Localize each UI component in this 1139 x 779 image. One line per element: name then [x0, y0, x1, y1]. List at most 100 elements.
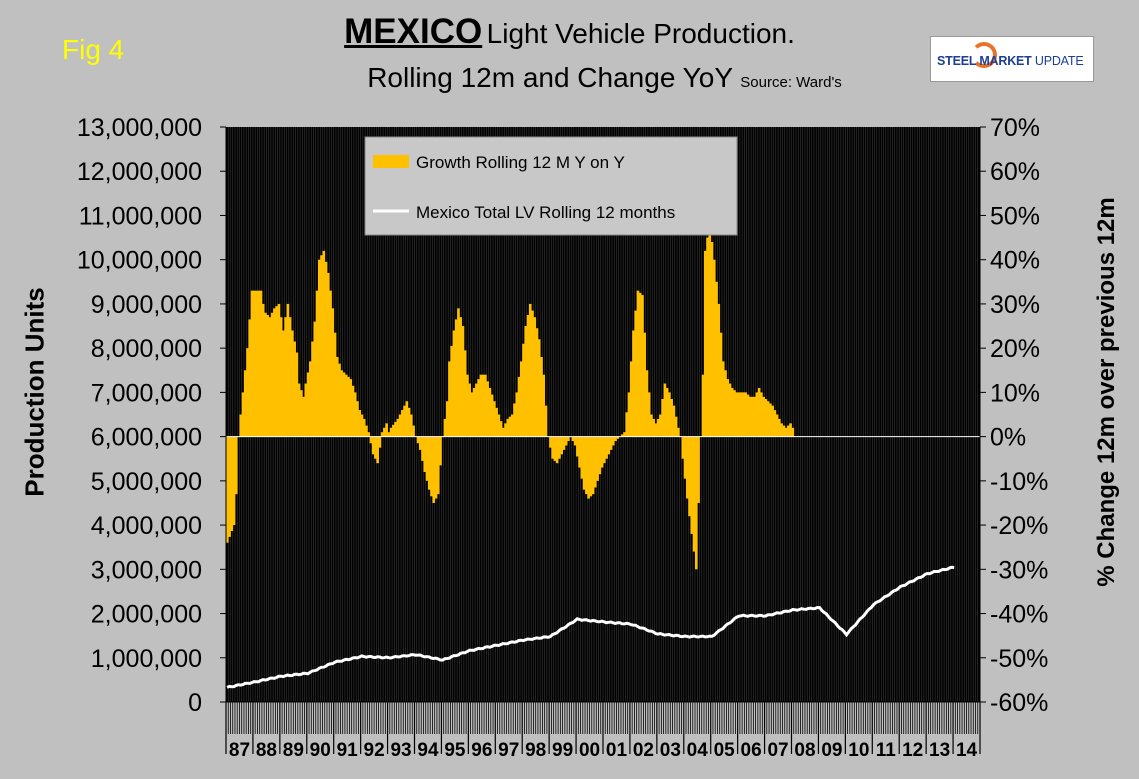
- growth-bar: [304, 383, 308, 437]
- growth-bar: [780, 423, 783, 437]
- growth-bar: [468, 383, 472, 437]
- y2-tick-label: 30%: [990, 291, 1040, 319]
- growth-bar: [760, 392, 763, 437]
- growth-bar: [226, 436, 229, 543]
- growth-bar: [510, 414, 514, 437]
- x-tick-label: 88: [256, 740, 277, 761]
- x-tick-label: 07: [767, 740, 788, 761]
- growth-bars: [226, 224, 795, 570]
- growth-bar: [757, 387, 761, 437]
- logo-ring-icon: [971, 42, 997, 68]
- growth-bar: [248, 319, 252, 437]
- growth-bar: [315, 290, 319, 437]
- growth-bar: [564, 436, 568, 446]
- growth-bar: [389, 427, 393, 437]
- growth-bar: [470, 392, 474, 437]
- growth-bar: [439, 436, 442, 466]
- growth-bar: [791, 427, 795, 437]
- growth-bar: [672, 405, 676, 437]
- x-tick-label: 13: [929, 740, 950, 761]
- growth-bar: [614, 436, 617, 442]
- growth-bar: [598, 436, 602, 475]
- chart-title: MEXICO Light Vehicle Production.: [0, 12, 1139, 52]
- growth-bar: [403, 405, 406, 437]
- growth-bar: [412, 425, 415, 437]
- growth-bar: [620, 434, 624, 437]
- growth-bar: [286, 303, 290, 437]
- x-tick-label: 98: [525, 740, 546, 761]
- growth-bar: [472, 387, 476, 437]
- growth-bar: [769, 403, 772, 437]
- growth-bar: [250, 290, 254, 437]
- growth-bar: [721, 361, 725, 437]
- growth-bar: [318, 259, 321, 437]
- growth-bar: [531, 310, 534, 437]
- growth-bar: [553, 436, 557, 461]
- x-tick-label: 00: [579, 740, 600, 761]
- growth-bar: [490, 394, 494, 437]
- x-tick-label: 90: [310, 740, 331, 761]
- growth-bar: [632, 330, 635, 437]
- growth-bar: [284, 317, 287, 437]
- y2-tick-label: -50%: [990, 645, 1048, 673]
- x-tick-label: 05: [714, 740, 736, 761]
- y2-tick-label: 40%: [990, 247, 1040, 275]
- y-tick-label: 8,000,000: [91, 335, 202, 363]
- y-axis-left: 0 1,000,000 2,000,000 3,000,000 4,000,000 5,0…: [77, 114, 227, 717]
- growth-bar: [273, 308, 276, 437]
- growth-bar: [313, 321, 317, 437]
- growth-bar: [712, 259, 716, 437]
- y-tick-label: 10,000,000: [77, 247, 202, 275]
- growth-bar: [499, 421, 503, 437]
- growth-bar: [371, 436, 375, 455]
- growth-bar: [257, 290, 261, 437]
- growth-bar: [686, 436, 689, 499]
- growth-bar: [549, 436, 552, 448]
- subtitle-text: Rolling 12m and Change YoY: [367, 62, 733, 93]
- growth-bar: [369, 436, 373, 444]
- x-tick-label: 11: [876, 740, 897, 761]
- growth-bar: [623, 432, 626, 437]
- growth-bar: [430, 436, 433, 497]
- growth-bar: [576, 436, 579, 457]
- growth-bar: [432, 436, 436, 503]
- growth-bar: [611, 436, 615, 446]
- growth-bar: [524, 326, 528, 437]
- growth-bar: [486, 381, 489, 437]
- growth-bar: [692, 436, 696, 552]
- growth-bar: [394, 421, 397, 437]
- growth-bar: [493, 401, 496, 437]
- growth-bar: [293, 341, 296, 437]
- growth-bar: [396, 418, 400, 437]
- growth-bar: [300, 390, 303, 437]
- growth-bar: [784, 427, 788, 437]
- growth-bar: [562, 436, 566, 450]
- growth-bar: [401, 410, 404, 437]
- growth-bar: [670, 399, 673, 437]
- growth-bar: [638, 292, 642, 437]
- growth-bar: [326, 272, 330, 437]
- legend-label-total: Mexico Total LV Rolling 12 months: [416, 203, 675, 222]
- growth-bar: [320, 255, 323, 437]
- growth-bar: [454, 319, 458, 437]
- growth-bar: [502, 427, 505, 437]
- x-tick-label: 06: [741, 740, 762, 761]
- growth-bar: [513, 403, 516, 437]
- growth-bar: [228, 436, 231, 537]
- growth-bar: [461, 326, 465, 437]
- growth-bar: [578, 436, 581, 468]
- growth-bar: [351, 385, 355, 437]
- growth-bar: [787, 425, 790, 437]
- growth-bar: [697, 436, 700, 503]
- growth-bar: [733, 390, 736, 437]
- growth-bar: [544, 405, 548, 437]
- x-tick-label: 95: [444, 740, 466, 761]
- y2-tick-label: 50%: [990, 202, 1040, 230]
- growth-bar: [436, 436, 440, 495]
- growth-bar: [353, 392, 357, 437]
- growth-bar: [571, 436, 575, 442]
- x-tick-label: 96: [471, 740, 492, 761]
- growth-bar: [728, 383, 732, 437]
- growth-bar: [766, 401, 770, 437]
- growth-bar: [466, 374, 469, 437]
